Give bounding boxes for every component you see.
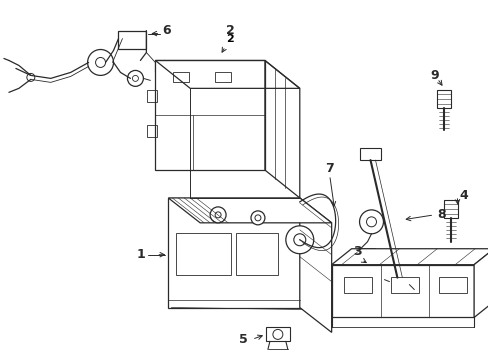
Text: 3: 3: [352, 245, 361, 258]
Bar: [176, 233, 230, 275]
Text: 2: 2: [225, 24, 234, 37]
Bar: [236, 233, 277, 275]
Text: 7: 7: [325, 162, 333, 175]
Bar: [265, 328, 289, 341]
Bar: [357, 248, 375, 258]
Circle shape: [366, 217, 376, 227]
Circle shape: [87, 50, 113, 75]
Circle shape: [132, 75, 138, 81]
Circle shape: [215, 212, 221, 218]
Circle shape: [27, 73, 35, 81]
Circle shape: [127, 71, 143, 86]
Circle shape: [254, 215, 261, 221]
Bar: [343, 276, 371, 293]
Circle shape: [395, 278, 403, 285]
Circle shape: [95, 58, 105, 67]
Circle shape: [359, 210, 383, 234]
Circle shape: [293, 234, 305, 246]
Circle shape: [210, 207, 225, 223]
Bar: [147, 125, 157, 137]
Polygon shape: [168, 198, 331, 223]
Bar: [436, 90, 450, 108]
Text: 9: 9: [429, 69, 438, 82]
Bar: [359, 148, 381, 160]
Bar: [390, 276, 419, 293]
Polygon shape: [473, 249, 488, 318]
Polygon shape: [168, 198, 299, 307]
Text: 6: 6: [162, 24, 171, 37]
Polygon shape: [331, 265, 473, 318]
Bar: [438, 276, 466, 293]
Bar: [173, 72, 189, 82]
Text: 1: 1: [136, 248, 145, 261]
Bar: [147, 90, 157, 102]
Text: 2: 2: [222, 33, 233, 52]
Circle shape: [285, 226, 313, 254]
Text: 8: 8: [436, 208, 445, 221]
Bar: [118, 31, 146, 49]
Bar: [443, 200, 457, 218]
Text: 4: 4: [458, 189, 467, 202]
Text: 5: 5: [239, 333, 247, 346]
Circle shape: [272, 329, 282, 339]
Circle shape: [250, 211, 264, 225]
Polygon shape: [331, 249, 488, 265]
Circle shape: [388, 272, 408, 292]
Bar: [215, 72, 230, 82]
Polygon shape: [299, 198, 331, 332]
